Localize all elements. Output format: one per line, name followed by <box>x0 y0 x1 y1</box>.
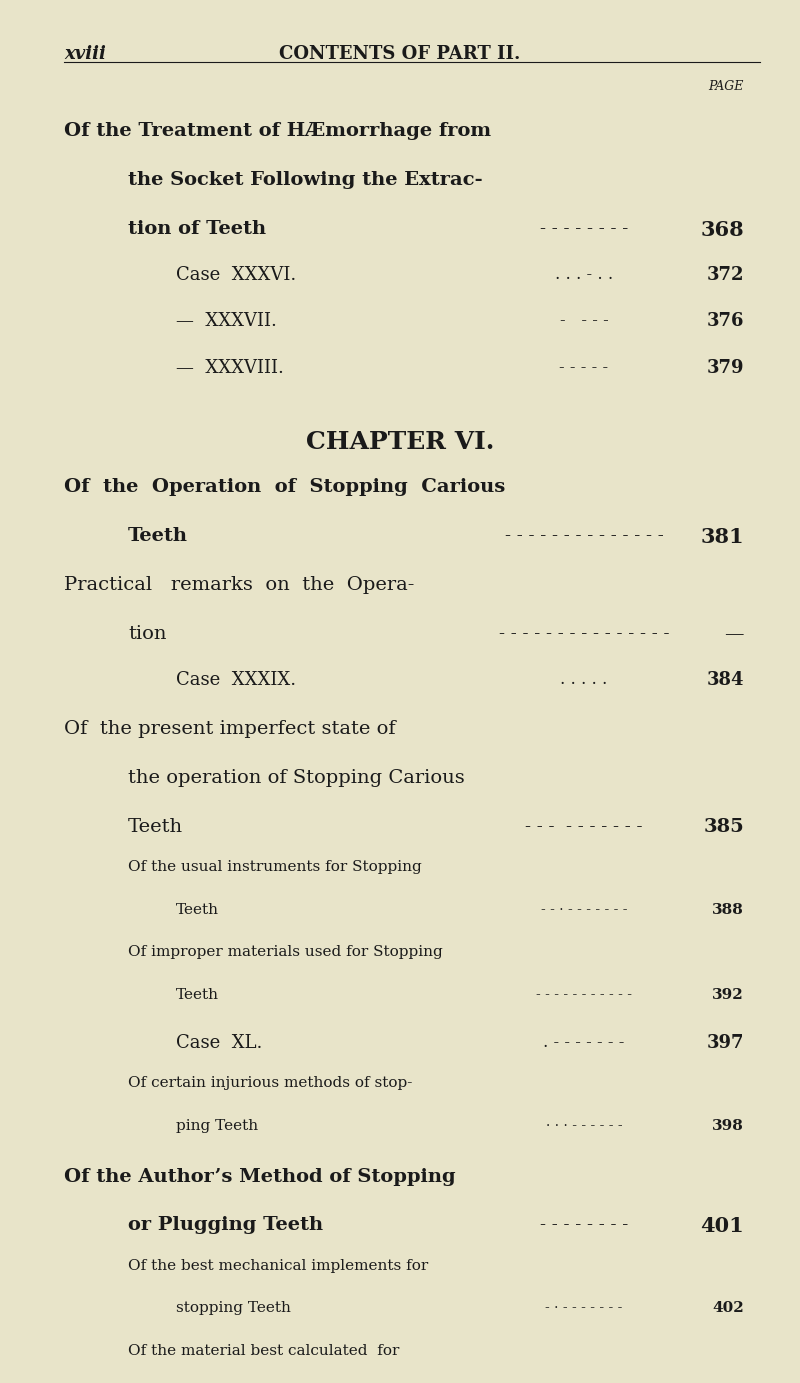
Text: the Socket Following the Extrac-: the Socket Following the Extrac- <box>128 171 482 189</box>
Text: 372: 372 <box>706 266 744 284</box>
Text: or Plugging Teeth: or Plugging Teeth <box>128 1217 323 1235</box>
Text: tion of Teeth: tion of Teeth <box>128 220 266 238</box>
Text: Case  XXXIX.: Case XXXIX. <box>176 671 296 689</box>
Text: Of improper materials used for Stopping: Of improper materials used for Stopping <box>128 945 442 960</box>
Text: Of certain injurious methods of stop-: Of certain injurious methods of stop- <box>128 1076 412 1090</box>
Text: - - - - - - - -: - - - - - - - - <box>540 1217 628 1235</box>
Text: CHAPTER VI.: CHAPTER VI. <box>306 430 494 454</box>
Text: - - -  - - - - - - -: - - - - - - - - - - <box>526 817 642 835</box>
Text: 402: 402 <box>712 1301 744 1315</box>
Text: -   - - -: - - - - <box>560 313 608 329</box>
Text: Teeth: Teeth <box>128 817 183 835</box>
Text: - - · - - - - - - -: - - · - - - - - - - <box>541 903 627 917</box>
Text: 385: 385 <box>703 817 744 835</box>
Text: - · - - - - - - -: - · - - - - - - - <box>546 1301 622 1315</box>
Text: ping Teeth: ping Teeth <box>176 1119 258 1133</box>
Text: Of the Author’s Method of Stopping: Of the Author’s Method of Stopping <box>64 1167 456 1185</box>
Text: . . . . .: . . . . . <box>560 671 608 689</box>
Text: the operation of Stopping Carious: the operation of Stopping Carious <box>128 769 465 787</box>
Text: 379: 379 <box>706 358 744 376</box>
Text: tion: tion <box>128 625 166 643</box>
Text: - - - - - - - - - - -: - - - - - - - - - - - <box>536 987 632 1001</box>
Text: Teeth: Teeth <box>176 987 219 1001</box>
Text: PAGE: PAGE <box>709 80 744 93</box>
Text: stopping Teeth: stopping Teeth <box>176 1301 291 1315</box>
Text: Practical   remarks  on  the  Opera-: Practical remarks on the Opera- <box>64 577 414 595</box>
Text: —  XXXVIII.: — XXXVIII. <box>176 358 284 376</box>
Text: CONTENTS OF PART II.: CONTENTS OF PART II. <box>279 46 521 64</box>
Text: - - - - - - - -: - - - - - - - - <box>540 220 628 238</box>
Text: 381: 381 <box>700 527 744 548</box>
Text: . - - - - - - -: . - - - - - - - <box>543 1034 625 1051</box>
Text: Of  the present imperfect state of: Of the present imperfect state of <box>64 721 396 739</box>
Text: 384: 384 <box>706 671 744 689</box>
Text: Of the usual instruments for Stopping: Of the usual instruments for Stopping <box>128 860 422 874</box>
Text: Teeth: Teeth <box>176 903 219 917</box>
Text: 401: 401 <box>700 1217 744 1236</box>
Text: · · · - - - - - -: · · · - - - - - - <box>546 1119 622 1133</box>
Text: —  XXXVII.: — XXXVII. <box>176 313 277 331</box>
Text: - - - - - - - - - - - - - - -: - - - - - - - - - - - - - - - <box>498 625 670 643</box>
Text: - - - - - - - - - - - - - -: - - - - - - - - - - - - - - <box>505 527 663 545</box>
Text: Of the material best calculated  for: Of the material best calculated for <box>128 1344 399 1358</box>
Text: —: — <box>725 625 744 643</box>
Text: 392: 392 <box>712 987 744 1001</box>
Text: Teeth: Teeth <box>128 527 188 545</box>
Text: - - - - -: - - - - - <box>559 358 609 376</box>
Text: Case  XXXVI.: Case XXXVI. <box>176 266 296 284</box>
Text: . . . - . .: . . . - . . <box>555 266 613 284</box>
Text: Of the Treatment of HÆmorrhage from: Of the Treatment of HÆmorrhage from <box>64 122 491 140</box>
Text: 388: 388 <box>712 903 744 917</box>
Text: 368: 368 <box>700 220 744 239</box>
Text: 376: 376 <box>706 313 744 331</box>
Text: 397: 397 <box>706 1034 744 1052</box>
Text: xviii: xviii <box>64 46 106 64</box>
Text: Case  XL.: Case XL. <box>176 1034 262 1052</box>
Text: 398: 398 <box>712 1119 744 1133</box>
Text: Of the best mechanical implements for: Of the best mechanical implements for <box>128 1259 428 1272</box>
Text: Of  the  Operation  of  Stopping  Carious: Of the Operation of Stopping Carious <box>64 479 506 496</box>
